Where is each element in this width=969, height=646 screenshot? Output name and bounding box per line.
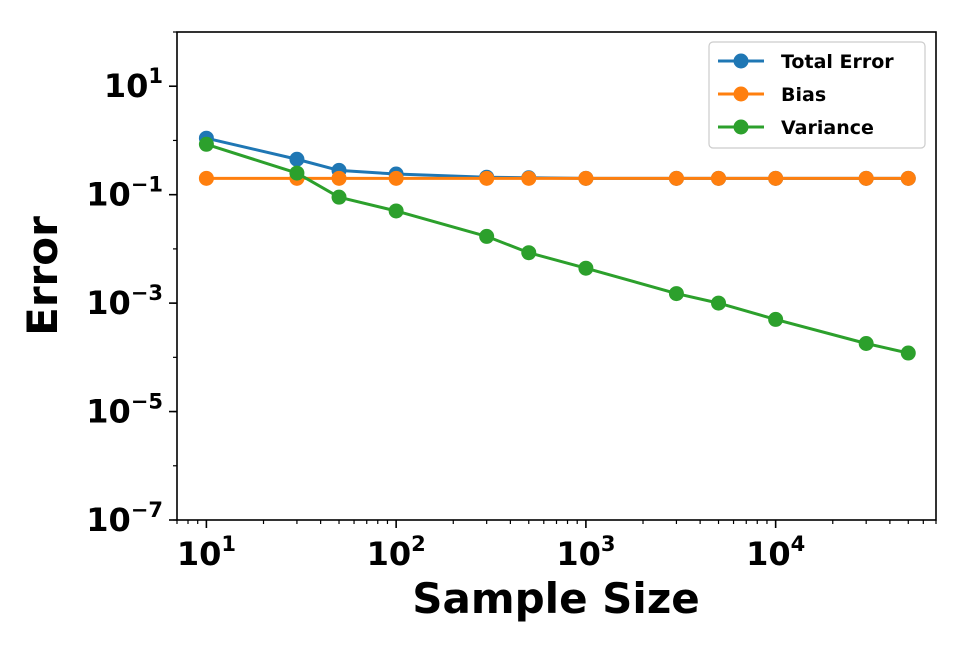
tick-base: 10 [177,535,222,573]
data-point-bias [578,170,594,186]
tick-base: 10 [367,535,412,573]
tick-base: 10 [746,535,791,573]
x-tick-label: 103 [556,532,615,573]
plot-frame [176,31,937,521]
data-point-bias [711,170,727,186]
data-point-variance [198,136,214,152]
data-point-bias [668,170,684,186]
data-point-total-error [289,151,305,167]
legend: Total Error Bias Variance [708,41,926,149]
series-variance [198,136,916,361]
tick-exponent: 3 [601,532,616,556]
data-point-bias [521,170,537,186]
y-tick-label: 10−1 [86,173,163,214]
y-tick-label: 10−3 [86,281,163,322]
tick-exponent: 1 [221,532,236,556]
tick-base: 10 [86,501,131,539]
legend-label: Total Error [781,51,894,73]
tick-exponent: −7 [131,498,163,522]
y-axis-title: Error [18,216,67,336]
data-point-bias [900,170,916,186]
legend-item-total-error: Total Error [718,51,894,73]
tick-exponent: 1 [148,64,163,88]
x-tick-label: 104 [746,532,805,573]
legend-marker [733,53,749,69]
series-layer [198,130,916,361]
data-point-variance [768,311,784,327]
major-ticks [169,85,777,528]
y-tick-label: 10−5 [86,390,163,431]
data-point-variance [858,335,874,351]
series-bias [198,170,916,186]
data-point-variance [900,345,916,361]
x-tick-label: 101 [177,532,236,573]
tick-base: 10 [86,284,131,322]
data-point-variance [331,189,347,205]
legend-label: Variance [781,117,874,139]
tick-exponent: 4 [791,532,806,556]
x-tick-label: 102 [367,532,426,573]
legend-marker [733,86,749,102]
data-point-variance [521,245,537,261]
data-point-variance [388,203,404,219]
tick-exponent: −3 [131,281,163,305]
series-line-variance [205,142,909,355]
data-point-variance [479,228,495,244]
tick-exponent: 2 [411,532,426,556]
legend-box [708,41,926,149]
legend-item-bias: Bias [718,84,826,106]
data-point-bias [388,170,404,186]
tick-exponent: −1 [131,173,163,197]
data-point-variance [668,286,684,302]
data-point-variance [578,260,594,276]
y-tick-label: 101 [104,64,163,105]
data-point-variance [289,165,305,181]
legend-entries: Total Error Bias Variance [718,51,894,139]
tick-base: 10 [86,393,131,431]
y-tick-label: 10−7 [86,498,163,539]
x-axis-title: Sample Size [412,574,700,623]
tick-exponent: −5 [131,390,163,414]
legend-label: Bias [781,84,826,106]
data-point-bias [768,170,784,186]
data-point-bias [331,170,347,186]
tick-base: 10 [86,176,131,214]
data-point-bias [858,170,874,186]
legend-marker [733,119,749,135]
tick-base: 10 [104,67,149,105]
data-point-bias [479,170,495,186]
data-point-variance [711,295,727,311]
tick-base: 10 [556,535,601,573]
data-point-bias [198,170,214,186]
legend-item-variance: Variance [718,117,874,139]
